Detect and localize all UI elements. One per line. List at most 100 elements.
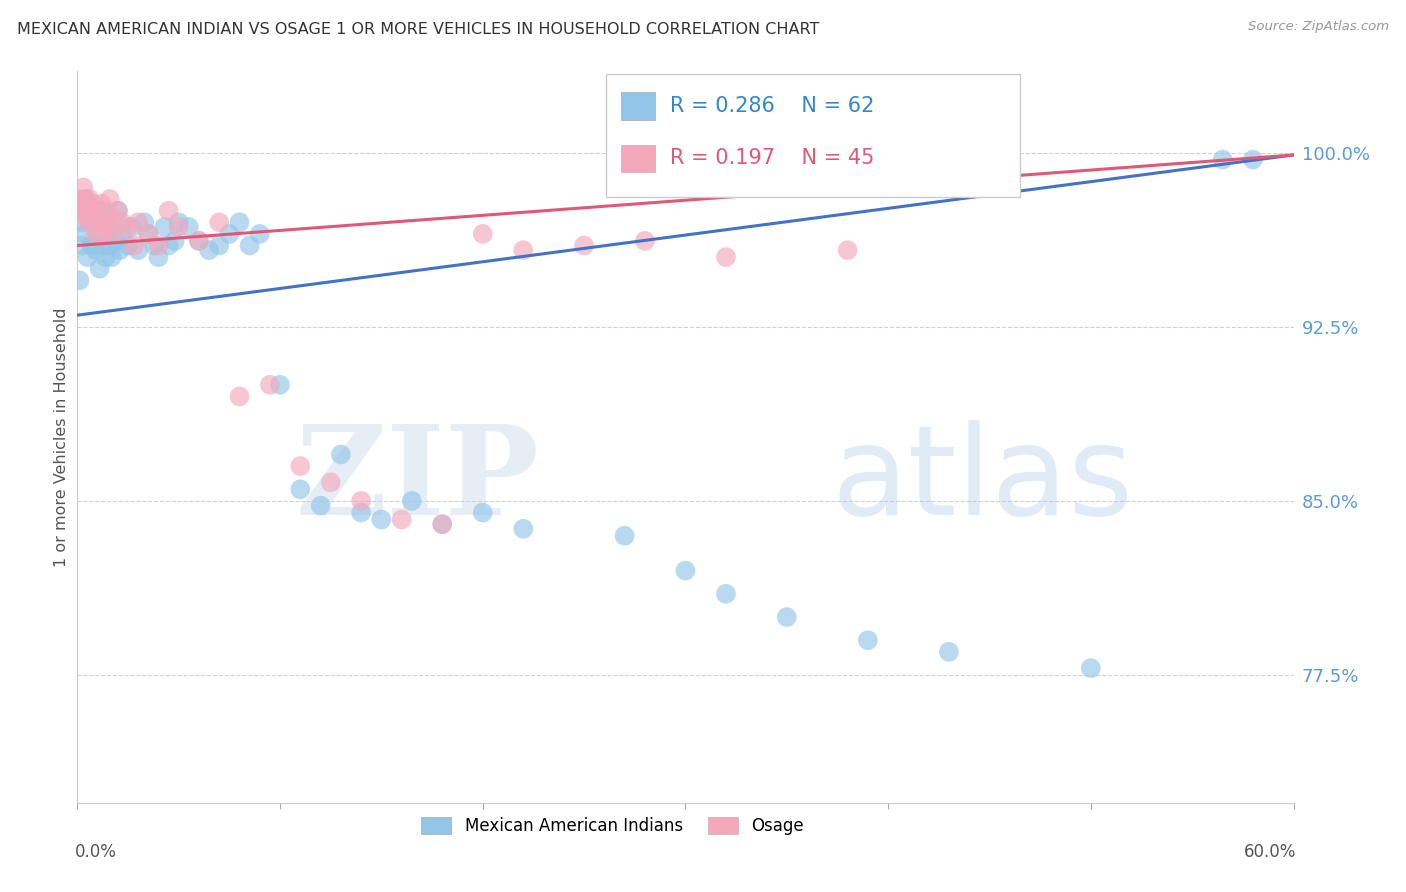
Point — [89, 215, 111, 229]
Point — [512, 522, 534, 536]
Point — [84, 227, 107, 241]
Point — [471, 506, 494, 520]
Point — [228, 215, 250, 229]
Point — [80, 211, 103, 225]
Point — [76, 203, 98, 218]
Point — [79, 215, 101, 229]
Point — [72, 180, 94, 194]
Legend: Mexican American Indians, Osage: Mexican American Indians, Osage — [415, 811, 810, 842]
Point — [370, 512, 392, 526]
Point — [98, 192, 121, 206]
Point — [157, 203, 180, 218]
Text: R = 0.197    N = 45: R = 0.197 N = 45 — [669, 148, 875, 169]
Point — [430, 517, 453, 532]
Point — [259, 377, 281, 392]
Point — [856, 633, 879, 648]
Point — [103, 215, 125, 229]
Point — [198, 243, 221, 257]
Point — [218, 227, 240, 241]
Point — [329, 448, 352, 462]
Point — [228, 389, 250, 403]
Point — [79, 192, 101, 206]
Point — [776, 610, 799, 624]
Point — [76, 250, 98, 264]
Point — [97, 219, 120, 234]
Point — [101, 211, 124, 225]
Point — [350, 494, 373, 508]
Point — [108, 243, 131, 257]
Point — [167, 219, 190, 234]
Point — [94, 211, 117, 225]
Point — [167, 215, 190, 229]
Point — [90, 196, 112, 211]
Text: Source: ZipAtlas.com: Source: ZipAtlas.com — [1249, 20, 1389, 33]
Point — [83, 196, 105, 211]
Point — [143, 238, 166, 252]
Y-axis label: 1 or more Vehicles in Household: 1 or more Vehicles in Household — [53, 308, 69, 566]
Point — [103, 227, 125, 241]
Point — [177, 219, 200, 234]
Point — [208, 238, 231, 252]
Point — [75, 211, 97, 225]
Point — [107, 203, 129, 218]
Point — [86, 203, 108, 218]
Point — [117, 238, 139, 252]
Point — [350, 506, 373, 520]
Point — [319, 475, 342, 490]
Point — [97, 219, 120, 234]
Point — [136, 227, 159, 241]
Point — [309, 499, 332, 513]
Point — [67, 192, 90, 206]
Point — [89, 261, 111, 276]
Point — [79, 215, 101, 229]
Point — [512, 243, 534, 257]
Point — [148, 250, 170, 264]
Point — [121, 219, 143, 234]
Point — [249, 227, 271, 241]
Point — [471, 227, 494, 241]
Point — [94, 250, 117, 264]
Point — [148, 238, 170, 252]
Text: R = 0.286    N = 62: R = 0.286 N = 62 — [669, 95, 875, 116]
Point — [75, 192, 97, 206]
Point — [127, 215, 149, 229]
Point — [67, 273, 90, 287]
Point — [188, 234, 211, 248]
Point — [269, 377, 291, 392]
Point — [72, 203, 94, 218]
Point — [401, 494, 423, 508]
Text: 60.0%: 60.0% — [1243, 843, 1296, 861]
Point — [290, 459, 312, 474]
Point — [127, 243, 149, 257]
Point — [391, 512, 413, 526]
Point — [70, 238, 93, 252]
Point — [430, 517, 453, 532]
Text: 0.0%: 0.0% — [75, 843, 117, 861]
Point — [93, 227, 115, 241]
Bar — [621, 92, 655, 120]
Text: MEXICAN AMERICAN INDIAN VS OSAGE 1 OR MORE VEHICLES IN HOUSEHOLD CORRELATION CHA: MEXICAN AMERICAN INDIAN VS OSAGE 1 OR MO… — [17, 22, 820, 37]
Point — [75, 192, 97, 206]
Point — [1212, 153, 1234, 167]
Text: ZIP: ZIP — [295, 420, 540, 541]
Point — [104, 234, 127, 248]
Point — [98, 238, 121, 252]
Point — [714, 587, 737, 601]
Point — [75, 227, 97, 241]
Point — [93, 203, 115, 218]
Point — [163, 234, 186, 248]
Point — [675, 564, 697, 578]
Point — [83, 203, 105, 218]
Point — [134, 215, 156, 229]
Point — [714, 250, 737, 264]
Point — [70, 215, 93, 229]
Point — [122, 238, 145, 252]
Point — [80, 238, 103, 252]
Point — [107, 203, 129, 218]
Point — [188, 234, 211, 248]
Point — [290, 483, 312, 497]
Point — [1241, 153, 1264, 167]
Point — [86, 227, 108, 241]
Point — [634, 234, 657, 248]
Point — [70, 203, 93, 218]
